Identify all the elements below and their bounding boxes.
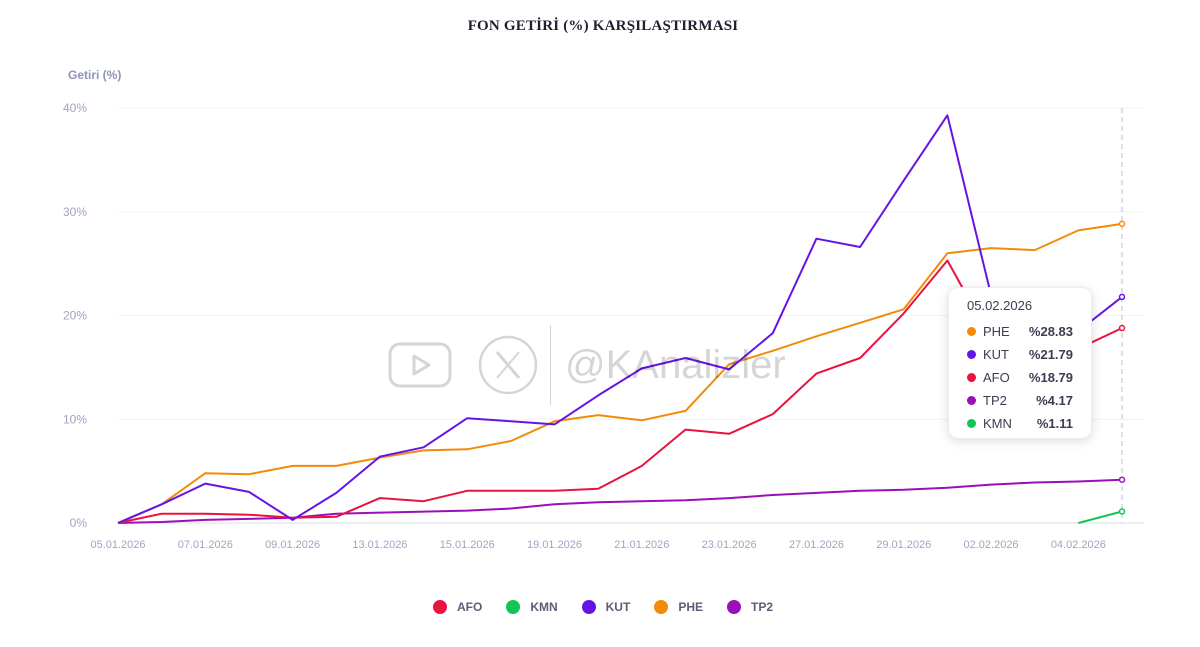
legend-dot-icon [432, 600, 447, 614]
x-tick-label: 04.02.2026 [1051, 539, 1106, 551]
x-tick-label: 09.01.2026 [265, 539, 320, 551]
tooltip-series-name: AFO [983, 370, 1010, 385]
tooltip-dot-icon [967, 419, 976, 428]
x-tick-label: 07.01.2026 [178, 539, 233, 551]
legend-dot-icon [506, 600, 521, 614]
y-tick-label: 0% [70, 516, 88, 530]
tooltip-series-value: %28.83 [1028, 324, 1073, 339]
point-marker-phe [1118, 220, 1126, 228]
y-tick-label: 10% [63, 412, 87, 426]
x-tick-label: 29.01.2026 [876, 539, 931, 551]
legend-dot-icon [654, 600, 669, 614]
tooltip-series-name: KMN [983, 416, 1012, 431]
legend: AFO KMN KUT PHE TP2 [0, 600, 1200, 614]
legend-item-tp2[interactable]: TP2 [727, 600, 773, 614]
tooltip-dot-icon [967, 350, 976, 359]
point-marker-tp2 [1118, 476, 1126, 483]
series-line-kut [117, 114, 1123, 524]
point-marker-kmn [1118, 508, 1126, 515]
tooltip-series-value: %4.17 [1036, 393, 1073, 408]
tooltip-series-value: %1.11 [1036, 416, 1073, 431]
legend-label: KMN [530, 600, 558, 614]
tooltip-series-value: %21.79 [1028, 347, 1073, 362]
legend-label: KUT [605, 600, 631, 614]
legend-label: PHE [678, 600, 703, 614]
legend-dot-icon [581, 600, 596, 614]
point-marker-afo [1118, 324, 1126, 332]
tooltip-row: PHE %28.83 [967, 320, 1073, 343]
y-axis-label: Getiri (%) [68, 68, 122, 82]
tooltip-series-name: KUT [983, 347, 1009, 362]
tooltip-date: 05.02.2026 [967, 298, 1033, 313]
x-tick-label: 27.01.2026 [789, 539, 844, 551]
legend-label: AFO [456, 600, 483, 614]
legend-label: TP2 [751, 600, 774, 614]
y-tick-label: 30% [63, 205, 87, 219]
series-line-afo [117, 259, 1123, 524]
x-tick-label: 02.02.2026 [964, 539, 1019, 551]
legend-item-kut[interactable]: KUT [581, 600, 631, 614]
chart-title: FON GETİRİ (%) KARŞILAŞTIRMASI [467, 18, 739, 34]
y-tick-label: 20% [63, 309, 87, 323]
legend-dot-icon [727, 600, 741, 614]
tooltip-series-name: PHE [983, 324, 1010, 339]
tooltip-dot-icon [967, 396, 976, 405]
tooltip-row: AFO %18.79 [967, 366, 1073, 389]
x-tick-label: 13.01.2026 [352, 539, 407, 551]
tooltip-series-value: %18.79 [1028, 370, 1073, 385]
x-tick-label: 21.01.2026 [614, 539, 669, 551]
x-tick-label: 05.01.2026 [90, 539, 145, 551]
series-lines [117, 114, 1123, 524]
tooltip-series-name: TP2 [983, 393, 1007, 408]
y-tick-label: 40% [63, 101, 87, 115]
x-tick-label: 23.01.2026 [702, 539, 757, 551]
hover-tooltip: 05.02.2026 PHE %28.83 KUT %21.79 AFO %18.79 TP… [948, 287, 1092, 439]
legend-item-phe[interactable]: PHE [654, 600, 703, 614]
legend-item-afo[interactable]: AFO [432, 600, 483, 614]
tooltip-row: KMN %1.11 [967, 412, 1073, 435]
x-axis-ticks: 05.01.2026 07.01.2026 09.01.2026 13.01.2026… [90, 539, 1105, 551]
hover-markers [1118, 220, 1126, 515]
x-tick-label: 19.01.2026 [527, 539, 582, 551]
series-line-kmn [1078, 510, 1123, 524]
point-marker-kut [1118, 293, 1126, 301]
tooltip-dot-icon [967, 373, 976, 382]
tooltip-row: TP2 %4.17 [967, 389, 1073, 412]
tooltip-row: KUT %21.79 [967, 343, 1073, 366]
tooltip-dot-icon [967, 327, 976, 336]
series-line-phe [117, 222, 1123, 524]
x-tick-label: 15.01.2026 [440, 539, 495, 551]
y-axis-ticks: 0% 10% 20% 30% 40% [63, 101, 87, 530]
legend-item-kmn[interactable]: KMN [506, 600, 558, 614]
